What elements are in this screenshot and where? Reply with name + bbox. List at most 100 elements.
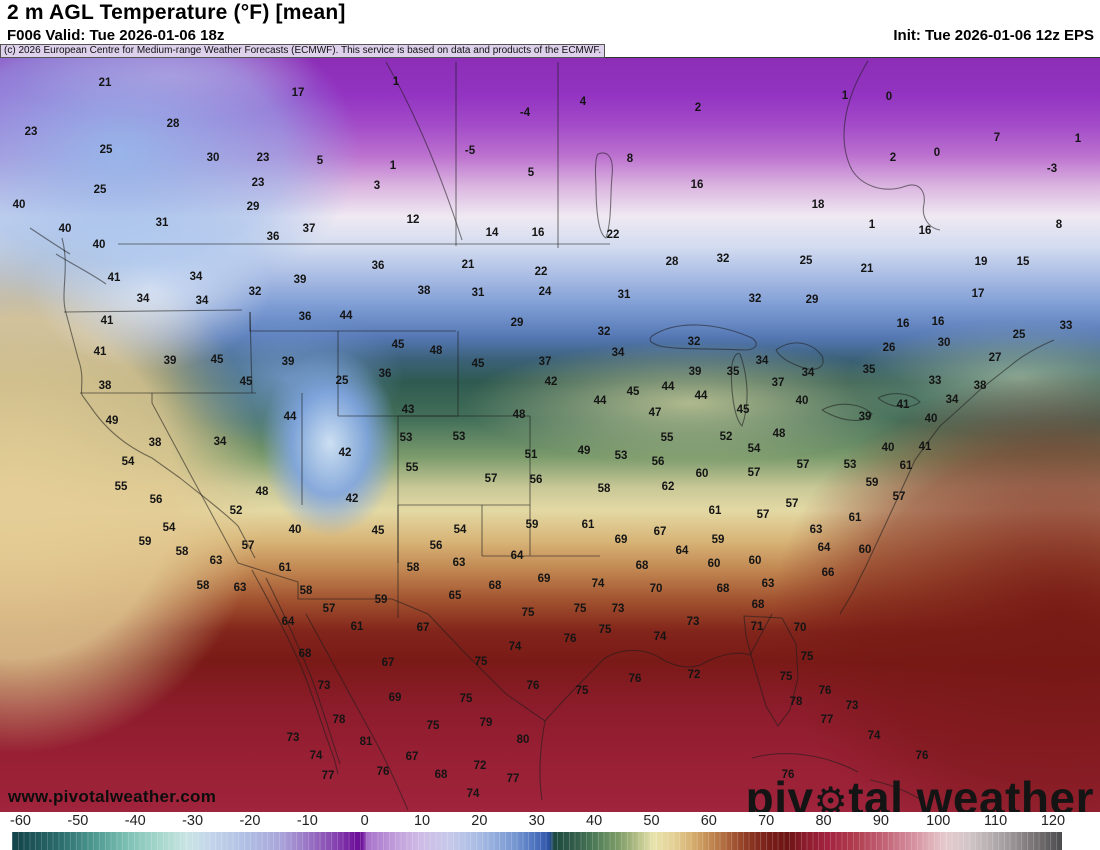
temperature-value: 0	[885, 91, 893, 103]
temperature-value: 14	[485, 227, 499, 239]
temperature-value: 74	[653, 631, 667, 643]
temperature-value: 68	[635, 560, 649, 572]
temperature-value: -3	[1046, 163, 1058, 175]
temperature-value: 67	[416, 622, 430, 634]
temperature-value: 37	[302, 223, 316, 235]
temperature-value: 58	[406, 562, 420, 574]
temperature-value: 75	[573, 603, 587, 615]
temperature-value: 39	[688, 366, 702, 378]
temperature-value: 57	[796, 459, 810, 471]
temperature-value: 32	[687, 336, 701, 348]
temperature-value: 34	[195, 295, 209, 307]
temperature-value: 16	[918, 225, 932, 237]
temperature-value: 63	[209, 555, 223, 567]
temperature-value: 77	[820, 714, 834, 726]
temperature-field	[0, 58, 1100, 812]
colorbar-gradient	[12, 832, 1062, 850]
temperature-value: 61	[278, 562, 292, 574]
temperature-value: 25	[1012, 329, 1026, 341]
colorbar-tick-label: -30	[182, 813, 204, 829]
temperature-value: 76	[915, 750, 929, 762]
temperature-value: 39	[858, 411, 872, 423]
temperature-value: 32	[716, 253, 730, 265]
temperature-value: 35	[862, 364, 876, 376]
temperature-value: 25	[99, 144, 113, 156]
temperature-value: 64	[675, 545, 689, 557]
temperature-value: 16	[690, 179, 704, 191]
temperature-value: 61	[708, 505, 722, 517]
temperature-value: 23	[251, 177, 265, 189]
temperature-value: 45	[626, 386, 640, 398]
temperature-value: 76	[781, 769, 795, 781]
colorbar-tick-label: 40	[586, 813, 603, 829]
temperature-value: 40	[92, 239, 106, 251]
temperature-value: 32	[248, 286, 262, 298]
colorbar-tick-label: 50	[643, 813, 660, 829]
temperature-value: 28	[166, 118, 180, 130]
temperature-value: 17	[291, 87, 305, 99]
temperature-value: 68	[716, 583, 730, 595]
temperature-value: 34	[611, 347, 625, 359]
temperature-value: 76	[526, 680, 540, 692]
temperature-value: 58	[175, 546, 189, 558]
temperature-value: 25	[335, 375, 349, 387]
temperature-value: 63	[233, 582, 247, 594]
colorbar-tick-label: 10	[413, 813, 431, 829]
colorbar-ticks: -60 -50 -40 -30 -20 -10 0 10 20 30 40 50 60 70 80 90 100…	[0, 812, 1100, 831]
temperature-value: 19	[974, 256, 988, 268]
temperature-value: 2	[889, 152, 897, 164]
temperature-value: 34	[213, 436, 227, 448]
temperature-value: 33	[928, 375, 942, 387]
temperature-value: 56	[429, 540, 443, 552]
temperature-value: 59	[374, 594, 388, 606]
temperature-value: 75	[800, 651, 814, 663]
header: 2 m AGL Temperature (°F) [mean] F006 Val…	[0, 0, 1100, 58]
temperature-value: 25	[93, 184, 107, 196]
temperature-value: 49	[577, 445, 591, 457]
temperature-value: 5	[527, 167, 535, 179]
temperature-value: 54	[121, 456, 135, 468]
temperature-value: 54	[162, 522, 176, 534]
temperature-value: 40	[881, 442, 895, 454]
temperature-value: 74	[508, 641, 522, 653]
temperature-value: 58	[299, 585, 313, 597]
temperature-value: 78	[332, 714, 346, 726]
temperature-value: 38	[417, 285, 431, 297]
colorbar-tick-label: -10	[296, 813, 318, 829]
temperature-value: 74	[591, 578, 605, 590]
temperature-value: 41	[918, 441, 932, 453]
temperature-value: 30	[937, 337, 951, 349]
temperature-value: 1	[841, 90, 849, 102]
temperature-value: 59	[865, 477, 879, 489]
temperature-value: 44	[339, 310, 353, 322]
temperature-value: 68	[434, 769, 448, 781]
temperature-value: 1	[389, 160, 397, 172]
temperature-value: 47	[648, 407, 662, 419]
colorbar-tick-label: 60	[700, 813, 717, 829]
temperature-value: 1	[1074, 133, 1082, 145]
temperature-value: 35	[726, 366, 740, 378]
station-values-layer: 21 23 28 25 30 23 23 25 29 31 36 40 40 40 41 34 34 34 32 17…	[0, 58, 1100, 812]
temperature-value: 0	[933, 147, 941, 159]
temperature-value: 4	[579, 96, 587, 108]
temperature-value: 41	[107, 272, 121, 284]
temperature-value: 21	[860, 263, 874, 275]
temperature-value: 74	[867, 730, 881, 742]
temperature-value: 73	[286, 732, 300, 744]
model-init-time: Init: Tue 2026-01-06 12z EPS	[893, 27, 1094, 44]
temperature-value: 39	[163, 355, 177, 367]
temperature-value: 29	[246, 201, 260, 213]
temperature-value: 45	[391, 339, 405, 351]
temperature-value: 16	[896, 318, 910, 330]
temperature-value: 29	[805, 294, 819, 306]
temperature-value: 34	[755, 355, 769, 367]
temperature-value: 37	[538, 356, 552, 368]
colorbar-tick-label: 100	[926, 813, 951, 829]
temperature-value: 61	[350, 621, 364, 633]
temperature-value: 75	[575, 685, 589, 697]
colorbar-tick-label: -50	[67, 813, 89, 829]
temperature-value: 70	[793, 622, 807, 634]
temperature-value: 59	[711, 534, 725, 546]
temperature-value: 74	[309, 750, 323, 762]
temperature-value: 58	[196, 580, 210, 592]
